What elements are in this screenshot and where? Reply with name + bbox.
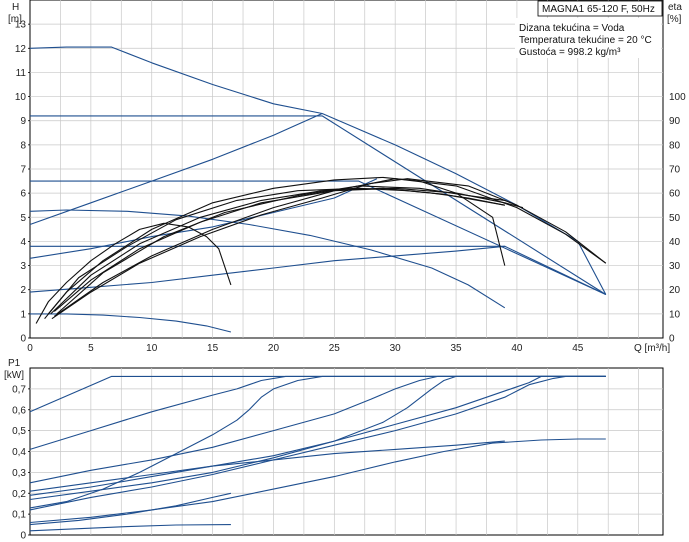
head-curve-blue <box>30 115 607 295</box>
chart-title: MAGNA1 65-120 F, 50Hz <box>542 4 655 15</box>
power-curve-blue <box>29 375 606 496</box>
head-right-y-tick-labels: 0 10 20 30 40 50 60 70 80 90 100 <box>669 92 686 344</box>
head-curve-black <box>53 178 607 317</box>
head-right-y-tick-label: 0 <box>669 334 675 345</box>
head-x-tick-label: 15 <box>207 343 219 354</box>
head-right-y-tick-label: 100 <box>669 92 686 103</box>
head-curve-blue <box>29 245 505 293</box>
head-right-y-tick-label: 70 <box>669 165 681 176</box>
head-x-tick-label: 10 <box>146 343 158 354</box>
power-curve-blue <box>29 375 606 484</box>
head-x-tick-label: 40 <box>511 343 523 354</box>
head-y-tick-label: 2 <box>20 285 26 296</box>
head-curve-blue <box>30 313 232 333</box>
head-right-y-tick-label: 30 <box>669 261 681 272</box>
head-curve-black <box>35 222 232 324</box>
head-curve-black <box>51 178 607 320</box>
info-lines-backdrop <box>515 18 661 58</box>
power-curve-blue <box>29 375 606 501</box>
head-ylabel-line1: H <box>12 2 19 13</box>
head-curve-blue <box>29 112 323 226</box>
head-x-tick-label: 30 <box>390 343 402 354</box>
power-chart-panel: 0 0,1 0,2 0,3 0,4 0,5 0,6 0,7 P1 [kW] <box>4 358 664 542</box>
head-right-y-tick-label: 50 <box>669 213 681 224</box>
power-y-tick-label: 0,2 <box>12 489 26 500</box>
title-box <box>537 0 663 17</box>
power-curve-blue <box>29 375 606 511</box>
head-curve-black <box>56 185 518 315</box>
head-x-tick-label: 35 <box>450 343 462 354</box>
power-y-tick-label: 0 <box>20 531 26 542</box>
head-y-tick-label: 5 <box>20 213 26 224</box>
head-ylabel-line2: [m] <box>8 14 22 25</box>
info-line-temperature: Temperatura tekućine = 20 °C <box>519 35 652 46</box>
head-gridlines <box>30 0 663 338</box>
head-xlabel: Q [m³/h] <box>634 343 670 354</box>
power-y-tick-label: 0,3 <box>12 468 26 479</box>
info-box: MAGNA1 65-120 F, 50Hz Dizana tekućina = … <box>515 0 663 58</box>
head-y-tick-label: 7 <box>20 165 26 176</box>
head-curves <box>29 46 607 333</box>
power-curve-blue <box>29 375 606 450</box>
power-y-tick-label: 0,5 <box>12 426 26 437</box>
info-line-fluid: Dizana tekućina = Voda <box>519 23 625 34</box>
power-y-tick-labels: 0 0,1 0,2 0,3 0,4 0,5 0,6 0,7 <box>12 384 30 542</box>
head-curve-blue <box>29 178 378 259</box>
head-curve-black <box>50 187 505 315</box>
power-curve-blue <box>29 524 231 532</box>
head-right-y-tick-label: 20 <box>669 285 681 296</box>
head-right-ylabel-line2: [%] <box>667 14 682 25</box>
head-y-tick-label: 4 <box>20 237 26 248</box>
head-y-tick-label: 13 <box>15 20 27 31</box>
head-x-tick-label: 45 <box>572 343 584 354</box>
head-curve-blue <box>30 180 607 295</box>
head-y-tick-label: 0 <box>20 334 26 345</box>
power-curve-blue <box>29 440 505 492</box>
head-y-tick-label: 3 <box>20 261 26 272</box>
head-right-y-tick-label: 60 <box>669 189 681 200</box>
head-x-tick-label: 5 <box>88 343 94 354</box>
power-y-tick-label: 0,6 <box>12 405 26 416</box>
head-y-tick-label: 6 <box>20 189 26 200</box>
head-right-y-tick-label: 10 <box>669 309 681 320</box>
head-y-tick-label: 1 <box>20 309 26 320</box>
power-y-tick-label: 0,1 <box>12 510 26 521</box>
head-y-tick-label: 12 <box>15 44 27 55</box>
head-x-tick-label: 0 <box>27 343 33 354</box>
head-curve-black <box>53 187 524 312</box>
power-curves <box>29 375 606 532</box>
power-curve-blue <box>29 492 232 526</box>
head-y-tick-label: 10 <box>15 92 27 103</box>
power-y-tick-label: 0,4 <box>12 447 26 458</box>
head-curve-blue <box>29 209 506 309</box>
info-line-density: Gustoća = 998.2 kg/m³ <box>519 47 621 58</box>
power-ylabel-line1: P1 <box>8 358 21 369</box>
head-right-ylabel-line1: eta <box>668 2 682 13</box>
power-ylabel-line2: [kW] <box>4 370 24 381</box>
head-right-y-tick-label: 40 <box>669 237 681 248</box>
head-y-tick-label: 8 <box>20 140 26 151</box>
head-right-y-tick-label: 80 <box>669 140 681 151</box>
head-y-tick-label: 9 <box>20 116 26 127</box>
head-x-tick-labels: 0 5 10 15 20 25 30 35 40 45 <box>27 343 584 354</box>
head-x-tick-label: 20 <box>268 343 280 354</box>
head-right-y-tick-label: 90 <box>669 116 681 127</box>
head-x-tick-label: 25 <box>329 343 341 354</box>
head-y-tick-label: 11 <box>16 68 27 79</box>
head-curve-blue <box>29 46 607 295</box>
power-curve-blue <box>29 375 606 413</box>
power-y-tick-label: 0,7 <box>12 384 26 395</box>
power-gridlines <box>30 368 663 535</box>
